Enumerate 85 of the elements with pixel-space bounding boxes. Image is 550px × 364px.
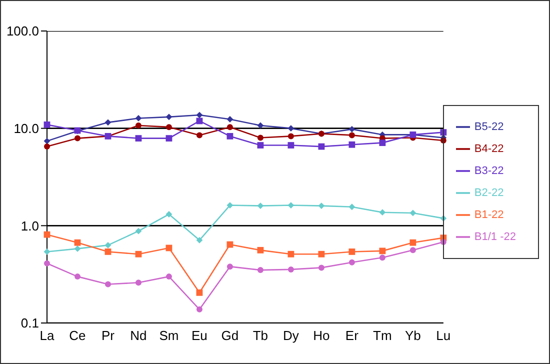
point [135, 228, 142, 234]
point [104, 242, 112, 248]
point [104, 281, 111, 288]
point [288, 266, 294, 272]
point [74, 274, 80, 280]
x-tick-label: Gd [221, 328, 239, 344]
point [196, 289, 203, 296]
point [318, 202, 325, 209]
point [135, 122, 142, 128]
point [379, 209, 386, 216]
point [166, 135, 172, 142]
point [257, 134, 264, 141]
x-tick-label: Ho [313, 328, 330, 344]
point [348, 132, 355, 138]
point [74, 245, 81, 252]
legend-label: B2-22 [474, 187, 504, 199]
point [410, 210, 416, 216]
x-tick-label: Yb [404, 328, 421, 344]
point [44, 138, 50, 144]
point [104, 119, 112, 126]
point [288, 202, 294, 208]
point [257, 142, 264, 148]
legend-label: B4-22 [474, 143, 504, 155]
legend-label: B3-22 [474, 165, 504, 177]
x-tick-label: Lu [436, 328, 451, 344]
point [257, 267, 264, 274]
y-tick-label: 100.0 [6, 24, 39, 39]
point [348, 126, 356, 132]
x-tick-label: Ce [69, 328, 86, 344]
point [318, 264, 324, 271]
x-tick-label: Dy [282, 328, 300, 344]
legend-label: B1-22 [474, 209, 504, 221]
point [348, 248, 356, 255]
point [288, 133, 294, 140]
point [257, 202, 264, 209]
point [410, 247, 416, 254]
point [74, 239, 81, 246]
point [348, 204, 356, 210]
point [318, 143, 325, 150]
point [166, 274, 172, 280]
point [226, 264, 233, 270]
x-tick-label: Nd [130, 328, 147, 344]
point [226, 202, 234, 208]
point [44, 231, 50, 238]
point [379, 248, 386, 254]
point [135, 135, 142, 142]
x-tick-label: Sm [159, 328, 179, 344]
point [196, 236, 203, 244]
point [166, 124, 172, 130]
point [44, 121, 50, 128]
point [196, 306, 202, 312]
point [318, 250, 325, 258]
point [44, 144, 50, 150]
x-tick-label: La [40, 328, 55, 344]
x-tick-label: Eu [192, 328, 208, 344]
y-tick-label: 10.0 [14, 120, 39, 136]
point [288, 250, 294, 258]
x-tick-label: Tm [373, 328, 392, 344]
point [226, 116, 234, 122]
point [348, 141, 356, 148]
legend-label: B1/1 -22 [474, 231, 516, 243]
point [166, 114, 172, 120]
point [196, 112, 203, 118]
point [379, 254, 386, 261]
point [135, 250, 142, 258]
point [196, 132, 202, 138]
point [257, 246, 264, 254]
x-tick-label: Er [345, 328, 360, 344]
point [257, 122, 264, 129]
point [104, 248, 112, 255]
point [226, 124, 233, 130]
y-tick-label: 0.1 [20, 316, 39, 331]
point [379, 140, 386, 146]
point [74, 135, 80, 142]
legend-label: B5-22 [474, 121, 504, 133]
point [288, 142, 294, 148]
point [135, 280, 142, 286]
point [226, 133, 234, 140]
x-tick-label: Tb [252, 328, 268, 344]
point [410, 239, 416, 246]
y-tick-label: 1.0 [20, 218, 39, 234]
point [348, 259, 355, 266]
point [288, 125, 294, 132]
x-tick-label: Pr [101, 328, 116, 344]
point [44, 260, 50, 266]
